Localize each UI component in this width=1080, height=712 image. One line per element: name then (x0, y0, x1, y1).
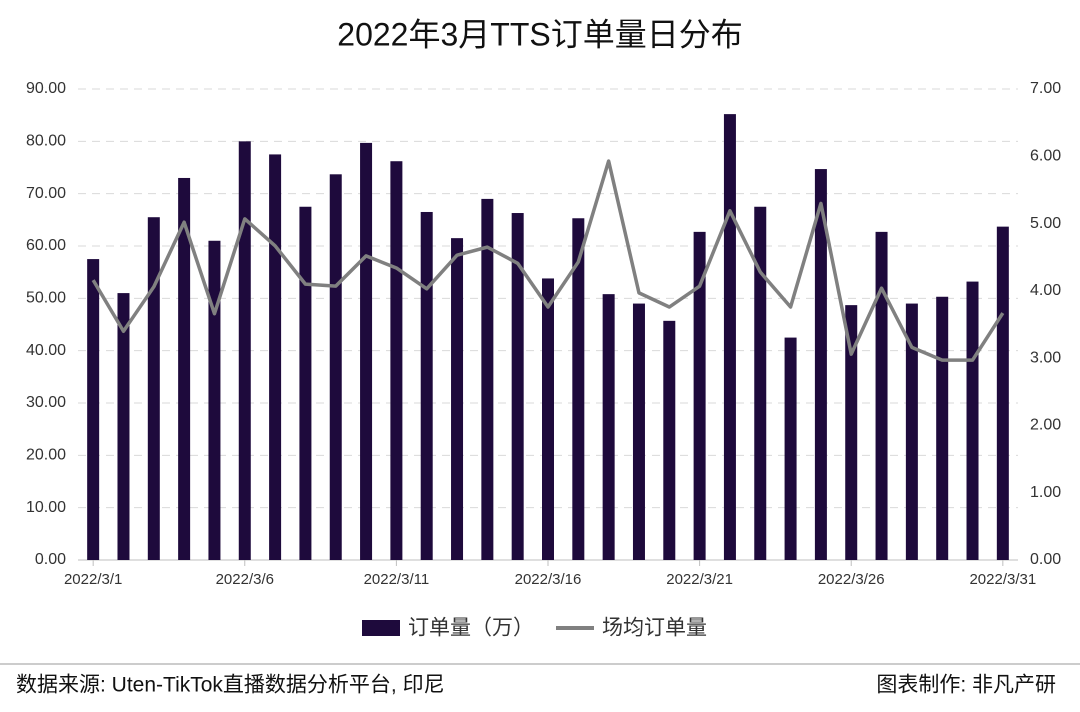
bar (936, 296, 949, 560)
x-tick-label: 2022/3/11 (364, 571, 430, 588)
legend-swatch (362, 620, 400, 636)
bar (451, 238, 464, 560)
bar (269, 154, 282, 560)
bar (147, 217, 160, 560)
credit-note: 图表制作: 非凡产研 (876, 674, 1056, 697)
bar (814, 169, 827, 560)
bar (905, 303, 918, 560)
y2-tick-label: 2.00 (1030, 417, 1061, 434)
y-tick-label: 50.00 (26, 290, 66, 307)
y2-tick-label: 7.00 (1030, 80, 1061, 97)
chart-title: 2022年3月TTS订单量日分布 (337, 16, 742, 52)
bar (420, 211, 433, 560)
x-tick-label: 2022/3/21 (666, 571, 733, 588)
legend-label: 订单量（万） (408, 617, 534, 640)
x-tick-label: 2022/3/16 (515, 571, 582, 588)
line (91, 159, 1005, 362)
y-tick-label: 40.00 (26, 342, 66, 359)
bar (602, 294, 615, 560)
bar (329, 174, 342, 560)
bar (178, 177, 191, 560)
bar (845, 305, 858, 560)
y2-tick-label: 1.00 (1030, 484, 1061, 501)
y-tick-label: 70.00 (26, 185, 66, 202)
y-tick-label: 90.00 (26, 80, 66, 97)
y-tick-label: 80.00 (26, 133, 66, 150)
x-tick-label: 2022/3/31 (969, 571, 1036, 588)
legend-label: 场均订单量 (602, 617, 707, 640)
bar (360, 142, 373, 561)
y-tick-label: 30.00 (26, 394, 66, 411)
y2-tick-label: 3.00 (1030, 349, 1061, 366)
x-tick-label: 2022/3/6 (216, 571, 274, 588)
y2-tick-label: 0.00 (1030, 551, 1061, 568)
bar (208, 240, 221, 560)
bar (693, 231, 706, 560)
bar (299, 206, 312, 560)
bar (966, 281, 979, 560)
bar (542, 278, 554, 560)
bar (632, 303, 645, 560)
source-note: 数据来源: Uten-TikTok直播数据分析平台, 印尼 (16, 674, 445, 697)
bar (754, 206, 767, 560)
bar (511, 213, 524, 560)
bar (723, 114, 736, 561)
bar (238, 141, 251, 561)
y-tick-label: 60.00 (26, 237, 66, 254)
bar (996, 226, 1009, 561)
bar (481, 198, 494, 560)
y2-tick-label: 5.00 (1030, 215, 1061, 232)
x-tick-label: 2022/3/1 (64, 571, 122, 588)
bar (663, 320, 676, 560)
y2-tick-label: 4.00 (1030, 282, 1061, 299)
bar (87, 259, 100, 560)
y-tick-label: 20.00 (26, 447, 66, 464)
bar (784, 337, 797, 560)
y-tick-label: 0.00 (35, 551, 66, 568)
y-tick-label: 10.00 (26, 499, 66, 516)
bar (572, 218, 585, 560)
bar (875, 231, 888, 560)
bar (390, 161, 403, 560)
bar (117, 293, 130, 560)
y2-tick-label: 6.00 (1030, 148, 1061, 165)
x-tick-label: 2022/3/26 (818, 571, 885, 588)
